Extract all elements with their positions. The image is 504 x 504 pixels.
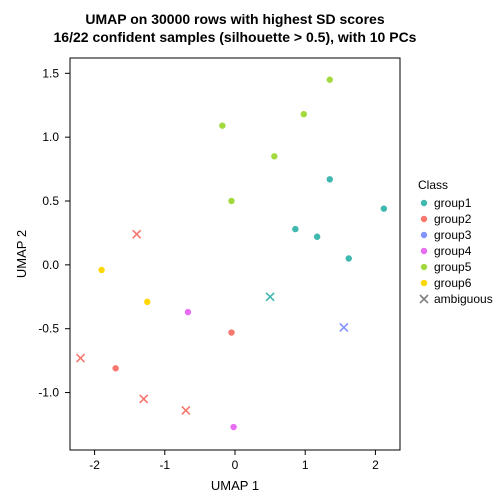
point-group1: [314, 234, 320, 240]
legend-label-group4: group4: [434, 244, 472, 258]
legend-label-group5: group5: [434, 260, 472, 274]
x-tick-label: 2: [372, 458, 379, 472]
y-tick-label: 0.5: [42, 194, 59, 208]
point-group6: [98, 267, 104, 273]
point-group2: [112, 365, 118, 371]
y-tick-label: 1.5: [42, 66, 59, 80]
y-tick-label: -1.0: [38, 386, 59, 400]
point-group1: [292, 226, 298, 232]
legend-marker-group3: [421, 232, 427, 238]
legend-marker-group1: [421, 200, 427, 206]
x-tick-label: 1: [302, 458, 309, 472]
legend-label-group2: group2: [434, 212, 472, 226]
x-tick-label: -2: [89, 458, 100, 472]
point-group1: [381, 205, 387, 211]
point-group1: [346, 255, 352, 261]
point-group1: [327, 176, 333, 182]
x-tick-label: -1: [159, 458, 170, 472]
umap-scatter: -2 -1 0 1 2 -1.0 -0.5 0.0 0.5 1.0 1.5 UMAP 1 UMAP 2 U…: [0, 0, 504, 504]
legend-label-group6: group6: [434, 276, 472, 290]
legend-label-ambiguous: ambiguous: [434, 292, 493, 306]
point-group5: [271, 153, 277, 159]
legend-label-group1: group1: [434, 196, 472, 210]
point-group5: [327, 77, 333, 83]
y-tick-label: 0.0: [42, 258, 59, 272]
legend-label-group3: group3: [434, 228, 472, 242]
point-group4: [185, 309, 191, 315]
y-label: UMAP 2: [14, 230, 29, 278]
legend-marker-group6: [421, 280, 427, 286]
y-tick-label: -0.5: [38, 322, 59, 336]
point-group5: [228, 198, 234, 204]
point-group5: [219, 122, 225, 128]
point-group6: [144, 299, 150, 305]
title2: 16/22 confident samples (silhouette > 0.…: [54, 29, 417, 45]
legend-marker-group4: [421, 248, 427, 254]
plot-bg: [0, 0, 504, 504]
point-group5: [301, 111, 307, 117]
legend-title-text: Class: [418, 178, 448, 192]
title1: UMAP on 30000 rows with highest SD score…: [85, 11, 384, 27]
y-tick-label: 1.0: [42, 130, 59, 144]
x-label: UMAP 1: [211, 478, 259, 493]
x-tick-label: 0: [232, 458, 239, 472]
legend-marker-group2: [421, 216, 427, 222]
point-group4: [230, 424, 236, 430]
legend-marker-group5: [421, 264, 427, 270]
point-group2: [228, 329, 234, 335]
